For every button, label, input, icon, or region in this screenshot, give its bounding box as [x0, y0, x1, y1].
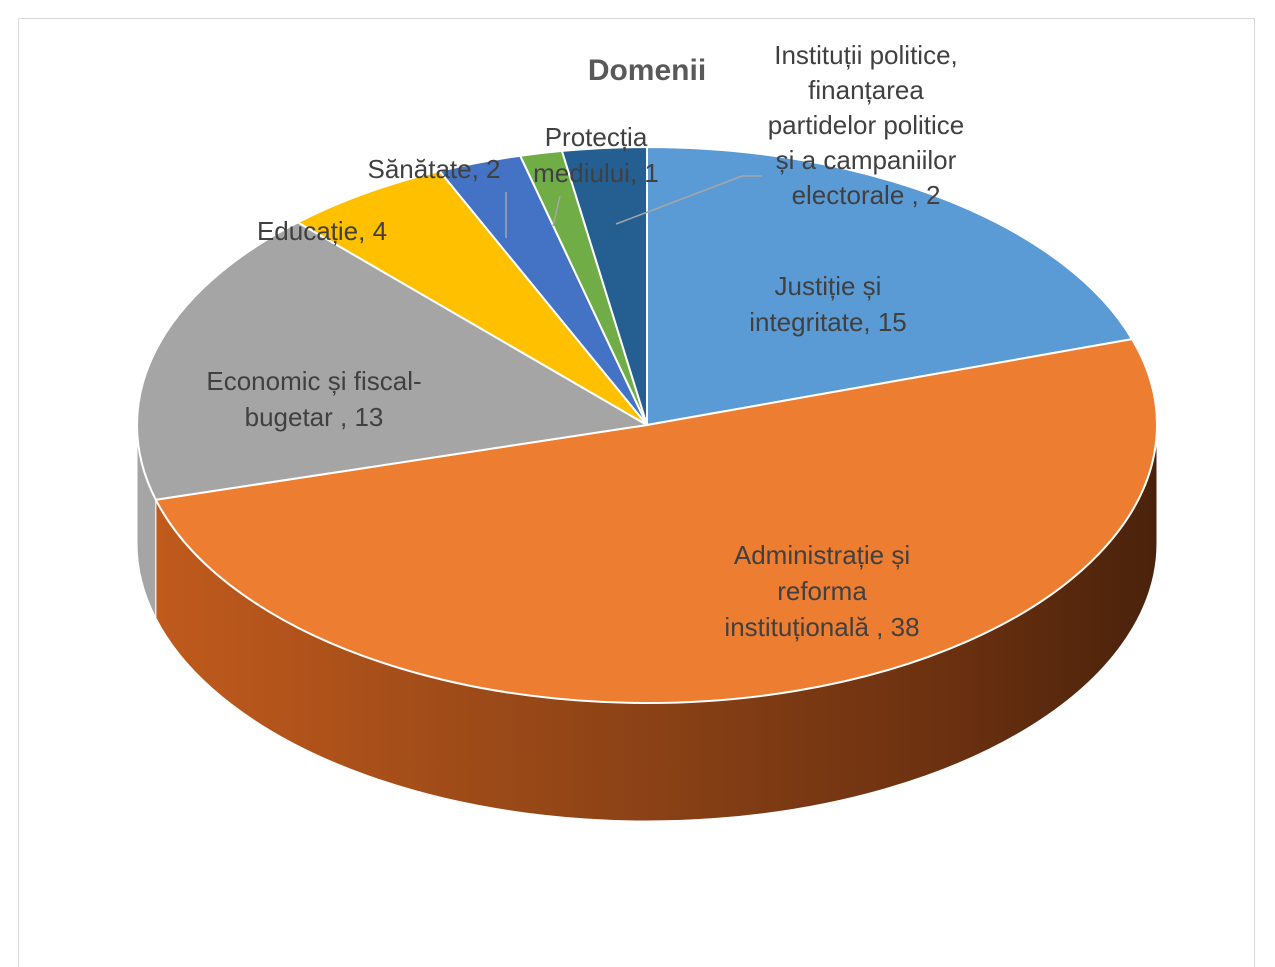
- data-label-line: bugetar , 13: [245, 402, 384, 432]
- data-label-line: electorale , 2: [792, 180, 941, 210]
- data-label-line: Justiție și: [775, 271, 882, 301]
- pie-slice-educatie: [296, 170, 648, 426]
- data-label-line: Educație, 4: [257, 216, 387, 246]
- leader-line-institutii-politice-finantarea-partidelor-politice-si-a-campaniilor-electorale: [615, 175, 762, 225]
- data-label-educatie: Educație, 4: [257, 216, 387, 246]
- data-label-line: mediului, 1: [533, 158, 659, 188]
- data-label-sanatate: Sănătate, 2: [368, 154, 501, 184]
- data-label-line: Administrație și: [734, 540, 910, 570]
- data-label-economic-si-fiscal-bugetar: Economic și fiscal-bugetar , 13: [206, 366, 421, 432]
- leader-line-protectia-mediului: [552, 195, 561, 227]
- data-label-line: Protecția: [545, 122, 648, 152]
- leader-line-educatie: [339, 257, 346, 269]
- data-label-protectia-mediului: Protecția mediului, 1: [533, 122, 659, 188]
- data-label-line: și a campaniilor: [776, 145, 957, 175]
- data-label-administratie-si-reforma-institutionala: Administrație și reforma instituțională , …: [724, 540, 919, 642]
- data-label-line: finanțarea: [808, 75, 924, 105]
- pie-slice-administratie-si-reforma-institutionala: [154, 338, 1158, 704]
- data-label-line: partidelor politice: [768, 110, 965, 140]
- data-label-line: Economic și fiscal-: [206, 366, 421, 396]
- data-label-line: instituțională , 38: [724, 612, 919, 642]
- pie-slice-justitie-si-integritate: [646, 146, 1134, 426]
- data-label-line: Instituții politice,: [774, 40, 958, 70]
- data-label-line: integritate, 15: [749, 307, 907, 337]
- chart-title: Domenii: [588, 54, 706, 87]
- pie-slice-institutii-politice-finantarea-partidelor-politice-si-a-campaniilor-electorale: [560, 146, 648, 426]
- data-label-justitie-si-integritate: Justiție și integritate, 15: [749, 271, 907, 337]
- pie-slice-economic-si-fiscal-bugetar: [136, 221, 648, 501]
- data-label-institutii-politice-finantarea-partidelor-politice-si-a-campaniilor-electorale: Instituții politice, finanțarea partidelor…: [768, 40, 965, 210]
- data-label-line: Sănătate, 2: [368, 154, 501, 184]
- data-label-line: reforma: [777, 576, 867, 606]
